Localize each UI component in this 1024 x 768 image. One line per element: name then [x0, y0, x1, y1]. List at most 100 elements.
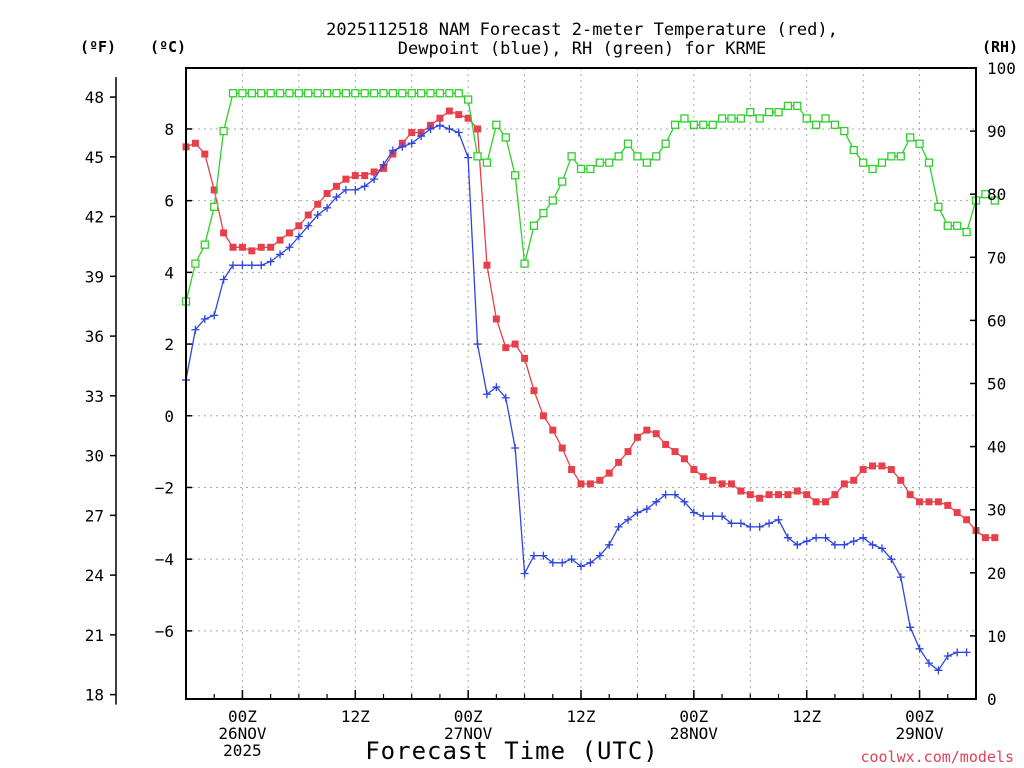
rh-point: [689, 120, 699, 129]
dewpoint-point: [755, 522, 764, 531]
rh-tick-label: 20: [987, 564, 1006, 583]
dewpoint-point: [802, 537, 811, 546]
temperature-point: [850, 476, 858, 484]
rh-point: [576, 164, 586, 174]
temperature-point: [342, 175, 350, 183]
rh-point: [623, 139, 633, 148]
x-tick-label: 29NOV: [895, 724, 944, 743]
fahrenheit-tick-label: 45: [85, 148, 104, 167]
temperature-point: [314, 200, 322, 208]
rh-point: [633, 152, 642, 161]
rh-point: [548, 196, 557, 205]
rh-point: [821, 114, 830, 123]
temperature-point: [295, 222, 303, 230]
rh-point: [238, 89, 247, 98]
temperature-point: [680, 455, 688, 463]
dewpoint-point: [200, 314, 209, 323]
rh-point: [501, 133, 510, 142]
dewpoint-point: [454, 128, 463, 137]
fahrenheit-tick-label: 36: [85, 327, 104, 346]
rh-point: [520, 259, 529, 268]
dewpoint-point: [652, 497, 661, 506]
dewpoint-point: [783, 533, 792, 542]
dewpoint-point: [464, 153, 473, 162]
temperature-point: [577, 480, 585, 488]
dewpoint-point: [746, 522, 755, 531]
dewpoint-point: [887, 555, 896, 564]
rh-point: [247, 89, 256, 98]
dewpoint-point: [868, 540, 877, 549]
fahrenheit-tick-label: 39: [85, 267, 104, 286]
celsius-tick-label: 2: [164, 335, 174, 354]
temperature-point: [934, 498, 942, 506]
temperature-point: [793, 487, 801, 495]
temperature-point: [586, 480, 594, 488]
temperature-point: [916, 498, 924, 506]
unit-label-rh: (RH): [982, 38, 1018, 56]
rh-point: [783, 101, 793, 111]
rh-tick-label: 80: [987, 185, 1006, 204]
temperature-point: [775, 491, 782, 499]
celsius-tick-label: −2: [155, 478, 174, 497]
fahrenheit-tick-label: 27: [85, 506, 104, 525]
rh-point: [435, 89, 445, 98]
temperature-point: [784, 491, 792, 499]
rh-point: [285, 89, 294, 98]
dewpoint-point: [812, 533, 821, 542]
dewpoint-point: [558, 558, 567, 567]
rh-point: [962, 227, 971, 237]
temperature-point: [304, 211, 312, 219]
dewpoint-point: [567, 555, 576, 564]
rh-point: [934, 202, 943, 211]
rh-point: [830, 120, 840, 129]
unit-label-celsius: (ºC): [150, 38, 186, 56]
temperature-point: [238, 243, 246, 251]
rh-point: [257, 89, 266, 98]
dewpoint-point: [445, 124, 454, 133]
rh-point: [558, 177, 567, 186]
dewpoint-point: [661, 490, 670, 499]
x-tick-label: 27NOV: [444, 724, 493, 743]
dewpoint-point: [830, 540, 839, 549]
x-tick-label: 2025: [223, 741, 262, 760]
dewpoint-point: [689, 508, 698, 517]
dewpoint-point: [896, 573, 905, 582]
rh-point: [736, 114, 746, 123]
rh-point: [708, 120, 717, 129]
temperature-point: [220, 229, 228, 237]
rh-point: [990, 196, 999, 205]
dewpoint-point: [718, 512, 727, 521]
fahrenheit-tick-label: 42: [85, 208, 104, 227]
rh-point: [332, 89, 341, 98]
dewpoint-point: [341, 185, 350, 194]
rh-tick-label: 30: [987, 501, 1006, 520]
rh-point: [774, 108, 783, 117]
dewpoint-point: [765, 519, 774, 528]
rh-point: [219, 126, 228, 136]
rh-point: [191, 259, 200, 268]
dewpoint-point: [332, 193, 341, 202]
dewpoint-point: [680, 497, 689, 506]
rh-point: [454, 89, 463, 98]
rh-point: [811, 120, 821, 129]
rh-point: [680, 114, 689, 123]
dewpoint-point: [859, 533, 868, 542]
temperature-point: [605, 469, 613, 477]
temperature-point: [596, 476, 604, 484]
rh-tick-label: 70: [987, 248, 1006, 267]
credit-link[interactable]: coolwx.com/models: [860, 748, 1014, 766]
rh-tick-label: 100: [987, 59, 1016, 78]
dewpoint-point: [191, 325, 200, 334]
rh-tick-label: 90: [987, 122, 1006, 141]
rh-point: [924, 158, 934, 167]
dewpoint-point: [793, 540, 802, 549]
rh-tick-label: 40: [987, 438, 1006, 457]
rh-point: [746, 108, 755, 117]
grid-lines: [186, 68, 976, 699]
rh-point: [369, 89, 379, 98]
axes: [110, 67, 977, 705]
dewpoint-point: [577, 562, 585, 571]
dewpoint-point: [943, 651, 952, 660]
plot-frame: [185, 67, 977, 700]
